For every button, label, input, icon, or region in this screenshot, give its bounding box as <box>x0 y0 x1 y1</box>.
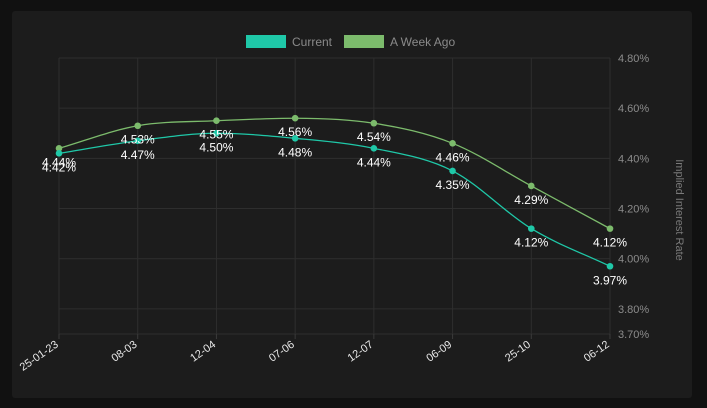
data-label-a-week-ago: 4.29% <box>514 193 548 207</box>
data-label-a-week-ago: 4.56% <box>278 125 312 139</box>
y-tick-label: 4.40% <box>618 153 649 165</box>
data-point-a-week-ago <box>527 182 535 190</box>
x-tick-label: 25-01-23 <box>18 339 61 374</box>
x-tick-label: 06-09 <box>424 339 454 365</box>
x-tick-label: 08-03 <box>110 339 140 365</box>
y-tick-label: 4.00% <box>618 254 649 266</box>
data-point-a-week-ago <box>370 119 378 127</box>
data-label-a-week-ago: 4.44% <box>42 155 76 169</box>
data-label-current: 4.12% <box>514 236 548 250</box>
y-tick-label: 4.20% <box>618 204 649 216</box>
data-point-current <box>134 137 142 145</box>
data-point-current <box>213 129 220 137</box>
data-label-current: 4.48% <box>278 145 312 159</box>
data-point-a-week-ago <box>606 225 614 232</box>
x-tick-label: 07-06 <box>267 339 297 365</box>
data-label-current: 4.44% <box>357 155 391 169</box>
data-label-current: 4.35% <box>436 178 470 192</box>
y-tick-label: 3.70% <box>618 329 649 341</box>
data-point-a-week-ago <box>55 145 63 152</box>
data-label-current: 4.47% <box>121 148 155 162</box>
data-label-current: 4.42% <box>42 160 76 174</box>
data-point-a-week-ago <box>291 114 299 122</box>
data-point-current <box>527 225 535 232</box>
legend-swatch-current <box>246 35 286 48</box>
x-tick-label: 25-10 <box>503 339 533 365</box>
series-line-a-week-ago <box>58 117 611 230</box>
x-tick-label: 12-04 <box>188 339 218 365</box>
data-label-a-week-ago: 4.46% <box>436 150 470 164</box>
data-point-current <box>606 262 614 270</box>
data-point-current <box>55 150 63 157</box>
y-tick-label: 3.80% <box>618 304 649 316</box>
data-label-a-week-ago: 4.12% <box>593 236 627 250</box>
legend-label-a-week-ago: A Week Ago <box>390 35 455 49</box>
data-point-current <box>370 145 378 152</box>
legend-label-current: Current <box>292 35 333 49</box>
x-tick-label: 12-07 <box>346 339 376 365</box>
data-label-current: 4.50% <box>199 140 233 154</box>
data-point-current <box>291 134 299 142</box>
y-axis-title: Implied Interest Rate <box>673 159 685 261</box>
data-point-a-week-ago <box>213 117 220 125</box>
data-label-current: 3.97% <box>593 273 627 287</box>
data-point-a-week-ago <box>134 122 142 130</box>
legend-swatch-a-week-ago <box>344 35 384 48</box>
data-point-current <box>449 167 456 175</box>
x-tick-label: 06-12 <box>582 339 612 365</box>
y-tick-label: 4.80% <box>618 53 649 65</box>
data-label-a-week-ago: 4.55% <box>199 128 233 142</box>
data-label-a-week-ago: 4.54% <box>357 130 391 144</box>
data-label-a-week-ago: 4.53% <box>121 133 155 147</box>
data-point-a-week-ago <box>449 140 456 147</box>
y-tick-label: 4.60% <box>618 103 649 115</box>
